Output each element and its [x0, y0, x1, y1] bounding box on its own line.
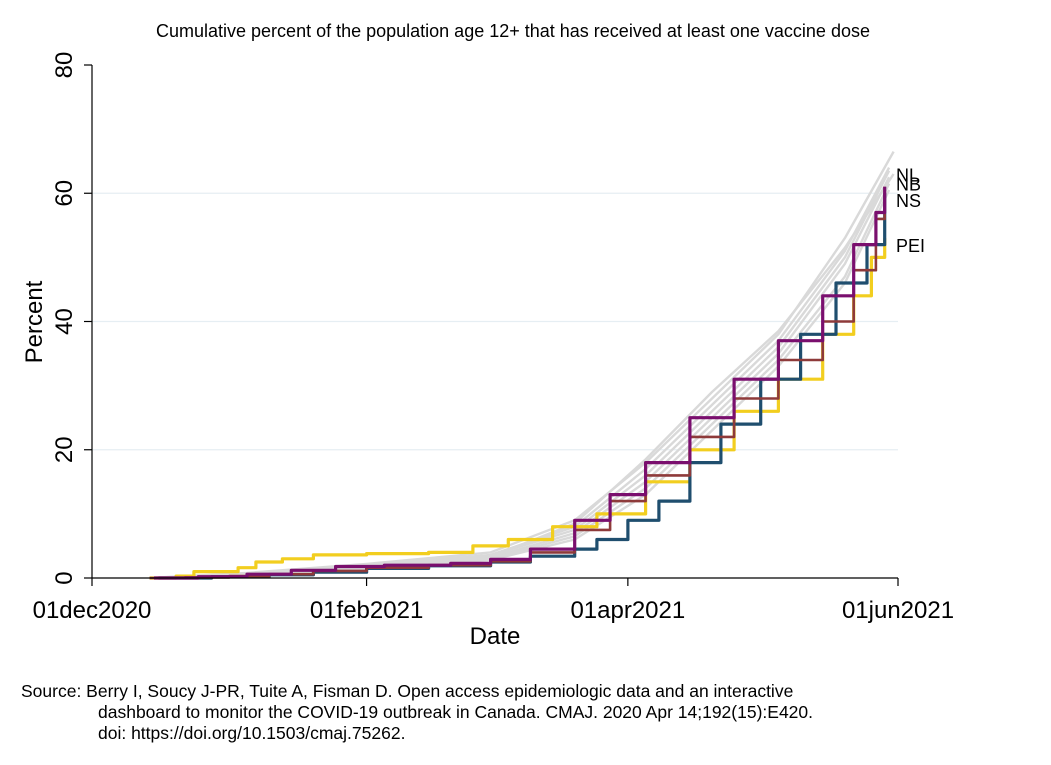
x-tick-label-01jun2021: 01jun2021: [842, 597, 954, 624]
gridlines: [92, 192, 898, 451]
x-tick-label-01dec2020: 01dec2020: [33, 597, 152, 624]
series-label-ns: NS: [896, 191, 921, 211]
series-label-nb: NB: [896, 174, 921, 194]
y-tick-label-0: 0: [51, 571, 78, 584]
y-tick-label-20: 20: [51, 436, 78, 463]
y-tick-label-80: 80: [51, 52, 78, 79]
y-tick-label-40: 40: [51, 308, 78, 335]
x-ticks: 01dec2020 01feb2021 01apr2021 01jun2021: [33, 578, 954, 624]
x-tick-label-01apr2021: 01apr2021: [570, 597, 685, 624]
x-tick-label-01feb2021: 01feb2021: [310, 597, 423, 624]
highlighted-series: [149, 186, 887, 580]
source-note-line-3: doi: https://doi.org/10.1503/cmaj.75262.: [98, 723, 406, 743]
y-axis-label: Percent: [21, 280, 48, 363]
background-series-line-6: [149, 173, 895, 580]
y-tick-label-60: 60: [51, 180, 78, 207]
series-line-nl: [149, 186, 886, 580]
chart: Cumulative percent of the population age…: [21, 21, 954, 650]
chart-title: Cumulative percent of the population age…: [156, 21, 870, 41]
series-line-nb: [154, 186, 887, 580]
y-ticks: 0 20 40 60 80: [51, 52, 92, 585]
source-note-line-2: dashboard to monitor the COVID-19 outbre…: [98, 702, 814, 722]
x-axis-label: Date: [470, 623, 521, 650]
series-label-pei: PEI: [896, 236, 925, 256]
series-label-nl: NL: [896, 165, 919, 185]
series-line-pei: [149, 238, 887, 580]
source-note-line-1: Source: Berry I, Soucy J-PR, Tuite A, Fi…: [21, 681, 794, 701]
background-series: [149, 151, 895, 580]
background-series-line-1: [149, 151, 895, 580]
series-line-ns: [158, 193, 887, 580]
source-note: Source: Berry I, Soucy J-PR, Tuite A, Fi…: [21, 681, 813, 744]
